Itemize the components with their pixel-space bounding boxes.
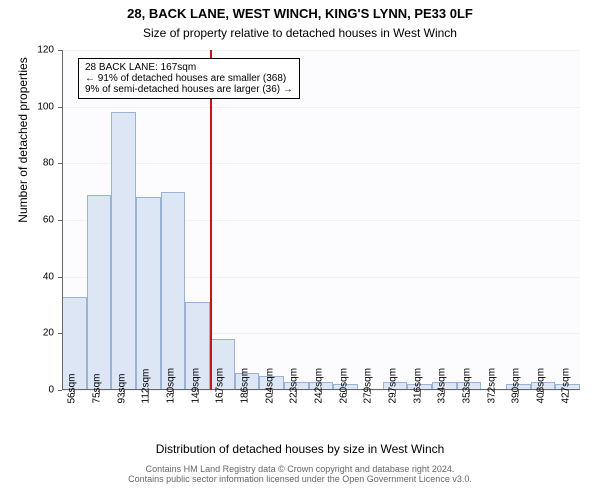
footer: Contains HM Land Registry data © Crown c…: [0, 464, 600, 484]
y-tick-label: 80: [24, 158, 54, 169]
x-tick: [494, 390, 495, 394]
y-tick-label: 20: [24, 328, 54, 339]
x-tick: [568, 390, 569, 394]
x-tick: [74, 390, 75, 394]
annotation-line: ← 91% of detached houses are smaller (36…: [85, 73, 293, 84]
annotation-line: 28 BACK LANE: 167sqm: [85, 62, 293, 73]
x-tick: [198, 390, 199, 394]
histogram-bar: [161, 192, 186, 390]
x-tick: [124, 390, 125, 394]
plot-area: [62, 50, 580, 390]
y-tick-label: 40: [24, 271, 54, 282]
histogram-chart: 28, BACK LANE, WEST WINCH, KING'S LYNN, …: [0, 0, 600, 500]
x-tick: [469, 390, 470, 394]
y-tick: [58, 50, 62, 51]
y-tick: [58, 390, 62, 391]
y-tick: [58, 107, 62, 108]
x-tick: [247, 390, 248, 394]
y-tick: [58, 163, 62, 164]
gridline: [62, 50, 580, 51]
x-tick: [444, 390, 445, 394]
y-axis-line: [62, 50, 63, 390]
x-tick: [370, 390, 371, 394]
y-tick: [58, 277, 62, 278]
property-marker-line: [210, 50, 212, 390]
y-tick: [58, 333, 62, 334]
x-tick: [296, 390, 297, 394]
x-axis-label: Distribution of detached houses by size …: [0, 442, 600, 456]
x-tick: [543, 390, 544, 394]
chart-title: 28, BACK LANE, WEST WINCH, KING'S LYNN, …: [0, 6, 600, 21]
chart-subtitle: Size of property relative to detached ho…: [0, 26, 600, 40]
x-tick: [518, 390, 519, 394]
annotation-line: 9% of semi-detached houses are larger (3…: [85, 84, 293, 95]
x-tick: [148, 390, 149, 394]
gridline: [62, 107, 580, 108]
x-tick: [321, 390, 322, 394]
y-tick-label: 0: [24, 385, 54, 396]
x-tick: [346, 390, 347, 394]
y-tick: [58, 220, 62, 221]
histogram-bar: [136, 197, 161, 390]
x-tick: [222, 390, 223, 394]
x-tick: [395, 390, 396, 394]
footer-line2: Contains public sector information licen…: [0, 474, 600, 484]
gridline: [62, 163, 580, 164]
histogram-bar: [87, 195, 112, 391]
y-tick-label: 100: [24, 101, 54, 112]
x-tick: [173, 390, 174, 394]
annotation-box: 28 BACK LANE: 167sqm← 91% of detached ho…: [78, 58, 300, 99]
histogram-bar: [111, 112, 136, 390]
x-tick: [420, 390, 421, 394]
x-tick: [99, 390, 100, 394]
x-tick: [272, 390, 273, 394]
y-tick-label: 120: [24, 45, 54, 56]
footer-line1: Contains HM Land Registry data © Crown c…: [0, 464, 600, 474]
y-tick-label: 60: [24, 215, 54, 226]
